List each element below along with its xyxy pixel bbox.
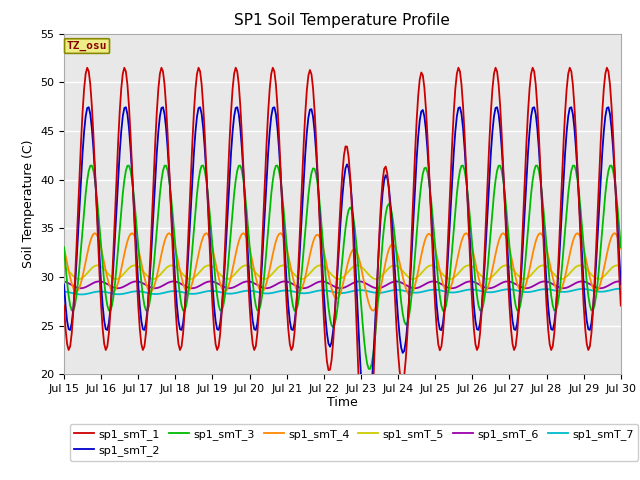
sp1_smT_5 xyxy=(167,263,175,268)
sp1_smT_3 xyxy=(76,264,83,269)
sp1_smT_3 xyxy=(571,163,579,168)
sp1_smT_4 xyxy=(399,274,406,279)
sp1_smT_4 xyxy=(369,308,377,313)
Line: sp1_smT_7: sp1_smT_7 xyxy=(64,289,621,294)
sp1_smT_5 xyxy=(76,276,83,282)
Line: sp1_smT_2: sp1_smT_2 xyxy=(64,107,621,427)
sp1_smT_4 xyxy=(91,230,99,236)
Line: sp1_smT_3: sp1_smT_3 xyxy=(64,166,621,369)
Line: sp1_smT_6: sp1_smT_6 xyxy=(64,281,621,288)
sp1_smT_2 xyxy=(397,345,405,350)
sp1_smT_7 xyxy=(617,286,625,292)
sp1_smT_4 xyxy=(617,245,625,251)
Line: sp1_smT_4: sp1_smT_4 xyxy=(64,233,621,311)
sp1_smT_7 xyxy=(550,288,558,293)
sp1_smT_7 xyxy=(77,291,85,297)
sp1_smT_3 xyxy=(617,244,625,250)
sp1_smT_5 xyxy=(412,276,419,281)
sp1_smT_6 xyxy=(77,285,85,291)
sp1_smT_1 xyxy=(552,309,559,315)
Y-axis label: Soil Temperature (C): Soil Temperature (C) xyxy=(22,140,35,268)
sp1_smT_6 xyxy=(60,279,68,285)
sp1_smT_2 xyxy=(164,145,172,151)
sp1_smT_6 xyxy=(76,285,83,291)
Line: sp1_smT_1: sp1_smT_1 xyxy=(64,68,621,480)
sp1_smT_3 xyxy=(365,366,372,372)
sp1_smT_7 xyxy=(60,289,68,295)
sp1_smT_1 xyxy=(399,380,406,386)
sp1_smT_2 xyxy=(76,204,83,210)
sp1_smT_4 xyxy=(165,230,173,236)
sp1_smT_2 xyxy=(379,190,387,195)
Legend: sp1_smT_1, sp1_smT_2, sp1_smT_3, sp1_smT_4, sp1_smT_5, sp1_smT_6, sp1_smT_7: sp1_smT_1, sp1_smT_2, sp1_smT_3, sp1_smT… xyxy=(70,424,638,460)
sp1_smT_3 xyxy=(379,239,387,244)
sp1_smT_7 xyxy=(379,289,387,295)
sp1_smT_1 xyxy=(617,302,625,308)
sp1_smT_7 xyxy=(410,290,417,296)
sp1_smT_1 xyxy=(76,174,83,180)
sp1_smT_6 xyxy=(412,285,419,291)
sp1_smT_4 xyxy=(412,282,419,288)
sp1_smT_4 xyxy=(76,285,83,290)
sp1_smT_2 xyxy=(568,104,575,110)
sp1_smT_2 xyxy=(410,213,417,218)
sp1_smT_5 xyxy=(399,268,406,274)
sp1_smT_7 xyxy=(76,291,83,297)
sp1_smT_2 xyxy=(617,282,625,288)
sp1_smT_1 xyxy=(412,149,419,155)
sp1_smT_1 xyxy=(165,165,173,171)
sp1_smT_4 xyxy=(60,245,68,251)
sp1_smT_6 xyxy=(399,280,406,286)
sp1_smT_7 xyxy=(616,286,623,292)
sp1_smT_6 xyxy=(552,283,559,289)
sp1_smT_5 xyxy=(380,270,388,276)
sp1_smT_6 xyxy=(167,279,175,285)
sp1_smT_3 xyxy=(410,271,417,277)
sp1_smT_7 xyxy=(165,288,173,294)
sp1_smT_4 xyxy=(380,266,388,272)
sp1_smT_5 xyxy=(60,264,68,270)
sp1_smT_5 xyxy=(552,273,559,279)
sp1_smT_6 xyxy=(96,278,104,284)
sp1_smT_5 xyxy=(77,276,85,281)
sp1_smT_6 xyxy=(380,284,388,289)
sp1_smT_3 xyxy=(550,308,558,313)
sp1_smT_3 xyxy=(164,168,172,173)
sp1_smT_1 xyxy=(83,65,91,71)
sp1_smT_1 xyxy=(60,302,68,308)
sp1_smT_6 xyxy=(617,279,625,285)
sp1_smT_5 xyxy=(94,263,102,268)
sp1_smT_4 xyxy=(552,285,559,291)
sp1_smT_2 xyxy=(364,424,371,430)
Title: SP1 Soil Temperature Profile: SP1 Soil Temperature Profile xyxy=(234,13,451,28)
Text: TZ_osu: TZ_osu xyxy=(67,41,108,51)
sp1_smT_3 xyxy=(397,299,405,305)
sp1_smT_1 xyxy=(380,166,388,172)
sp1_smT_2 xyxy=(550,320,558,326)
sp1_smT_3 xyxy=(60,244,68,250)
X-axis label: Time: Time xyxy=(327,396,358,408)
sp1_smT_2 xyxy=(60,282,68,288)
sp1_smT_5 xyxy=(617,264,625,270)
Line: sp1_smT_5: sp1_smT_5 xyxy=(64,265,621,279)
sp1_smT_7 xyxy=(397,288,405,293)
